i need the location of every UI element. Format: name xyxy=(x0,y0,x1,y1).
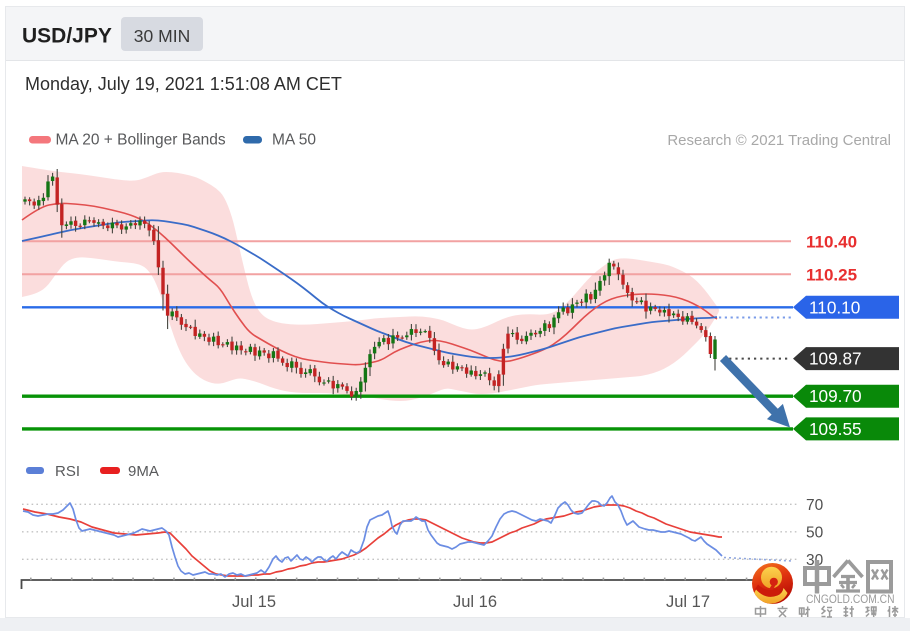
svg-text:Research © 2021 Trading Centra: Research © 2021 Trading Central xyxy=(667,132,891,149)
svg-text:9MA: 9MA xyxy=(128,463,159,480)
svg-text:109.87: 109.87 xyxy=(809,349,862,369)
svg-text:USD/JPY: USD/JPY xyxy=(22,25,112,48)
svg-text:Jul 17: Jul 17 xyxy=(666,593,710,611)
svg-text:Jul 16: Jul 16 xyxy=(453,593,497,611)
svg-text:MA 20 + Bollinger Bands: MA 20 + Bollinger Bands xyxy=(56,132,226,149)
svg-text:50: 50 xyxy=(806,525,824,542)
svg-text:RSI: RSI xyxy=(55,463,80,480)
svg-text:110.10: 110.10 xyxy=(809,297,860,317)
svg-text:MA 50: MA 50 xyxy=(272,132,316,149)
svg-text:30 MIN: 30 MIN xyxy=(134,26,190,46)
svg-text:109.70: 109.70 xyxy=(809,386,862,406)
svg-text:Monday, July 19, 2021 1:51:08: Monday, July 19, 2021 1:51:08 AM CET xyxy=(25,74,342,94)
svg-text:70: 70 xyxy=(806,497,824,514)
svg-text:109.55: 109.55 xyxy=(809,419,862,439)
svg-text:CNGOLD.COM.CN: CNGOLD.COM.CN xyxy=(806,594,895,606)
svg-text:110.40: 110.40 xyxy=(806,232,857,251)
svg-text:110.25: 110.25 xyxy=(806,265,857,284)
svg-text:Jul 15: Jul 15 xyxy=(232,593,276,611)
